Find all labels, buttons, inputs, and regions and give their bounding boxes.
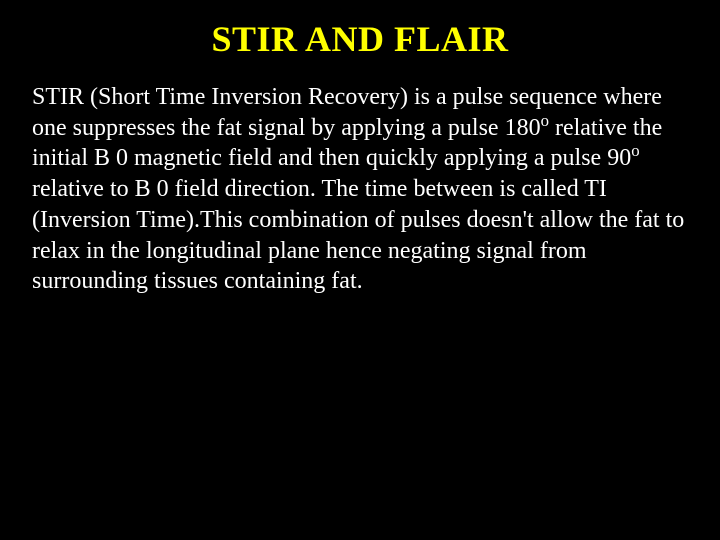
body-part-3: relative to B 0 field direction. The tim…: [32, 176, 684, 294]
slide-title: STIR AND FLAIR: [28, 18, 692, 60]
degree-superscript-2: o: [631, 141, 639, 160]
slide-body: STIR (Short Time Inversion Recovery) is …: [28, 82, 692, 297]
degree-superscript-1: o: [541, 111, 549, 130]
slide-container: STIR AND FLAIR STIR (Short Time Inversio…: [0, 0, 720, 540]
